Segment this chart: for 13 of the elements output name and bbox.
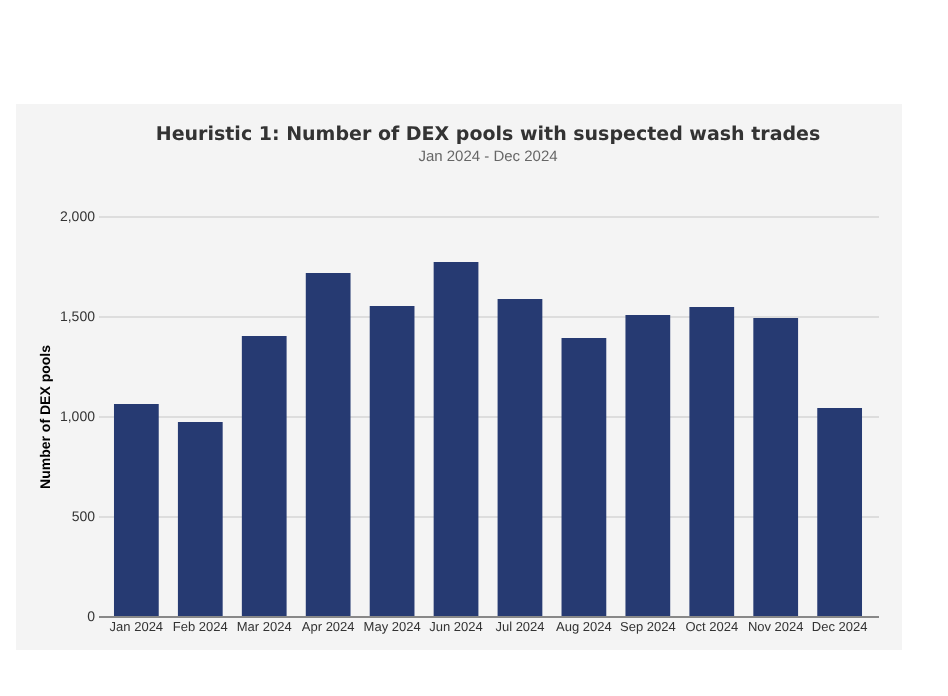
- bar: [689, 307, 735, 616]
- bar: [753, 318, 799, 616]
- bar: [369, 306, 415, 616]
- bar: [817, 408, 863, 616]
- bar: [177, 422, 223, 616]
- bar: [625, 315, 671, 616]
- bar: [113, 404, 159, 616]
- bar: [433, 262, 479, 616]
- chart-title: Heuristic 1: Number of DEX pools with suspected wash trades: [155, 124, 821, 146]
- bar: [561, 338, 607, 616]
- bar: [241, 336, 287, 616]
- bar: [305, 273, 351, 616]
- bar: [497, 299, 543, 616]
